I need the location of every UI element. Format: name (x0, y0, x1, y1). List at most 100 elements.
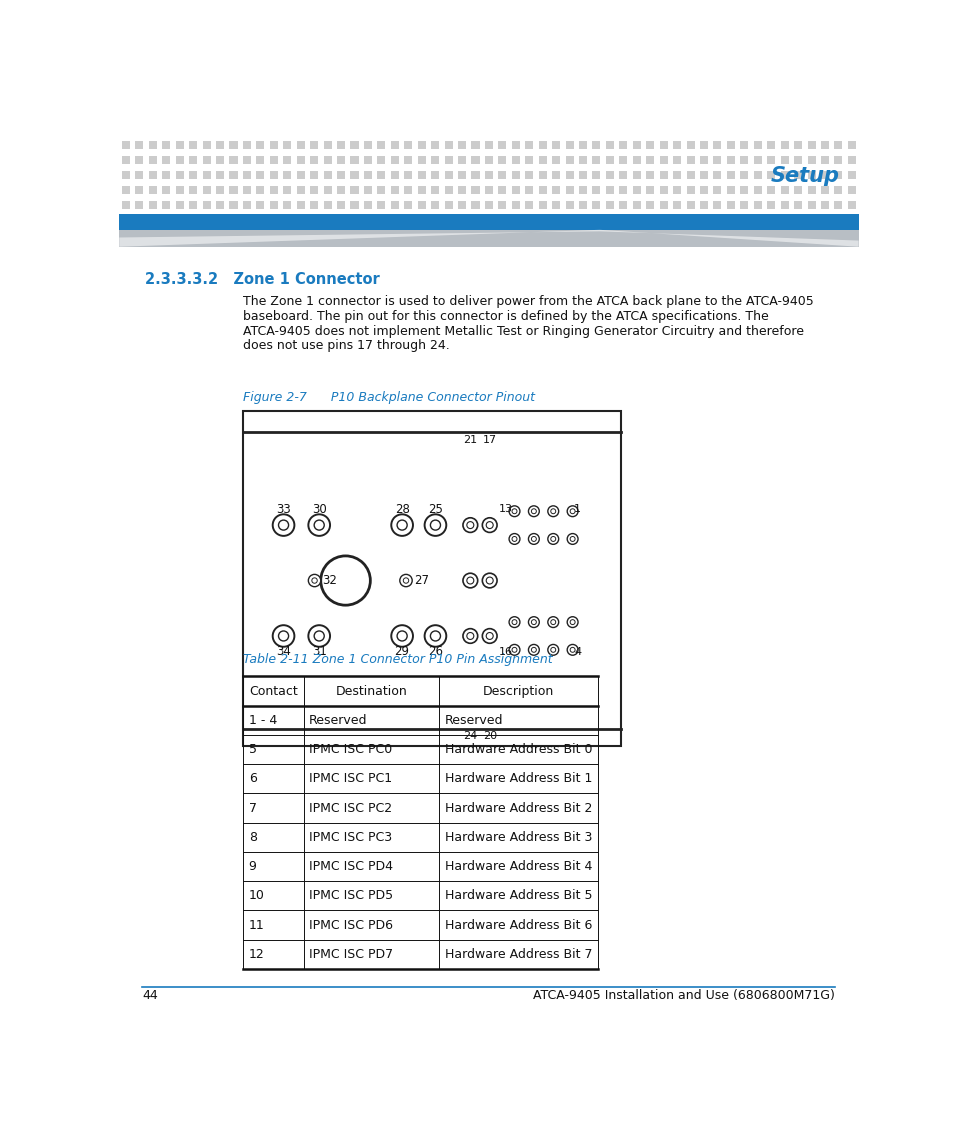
Bar (296, 156, 304, 164)
Bar (310, 141, 318, 149)
Bar (673, 141, 680, 149)
Text: IPMC ISC PD4: IPMC ISC PD4 (309, 860, 393, 874)
Text: 34: 34 (275, 645, 291, 658)
Circle shape (424, 514, 446, 536)
Bar (310, 187, 318, 195)
Bar (726, 156, 734, 164)
Bar (202, 171, 211, 179)
Bar (821, 187, 828, 195)
Bar (189, 202, 197, 210)
Bar (122, 187, 130, 195)
Circle shape (528, 645, 538, 655)
Circle shape (462, 629, 477, 643)
Bar (806, 187, 815, 195)
Text: 44: 44 (142, 989, 158, 1003)
Bar (511, 202, 519, 210)
Bar (391, 141, 398, 149)
Bar (592, 171, 599, 179)
Bar (404, 187, 412, 195)
Bar (323, 141, 332, 149)
Bar (189, 171, 197, 179)
Bar (417, 171, 425, 179)
Bar (847, 156, 855, 164)
Bar (230, 141, 237, 149)
Circle shape (278, 631, 289, 641)
Bar (323, 202, 332, 210)
Bar (618, 202, 627, 210)
Bar (700, 141, 707, 149)
Bar (686, 141, 694, 149)
Text: IPMC ISC PC2: IPMC ISC PC2 (309, 802, 392, 814)
Bar (753, 156, 761, 164)
Circle shape (567, 506, 578, 516)
Bar (497, 141, 506, 149)
Bar (834, 171, 841, 179)
Bar (350, 141, 358, 149)
Bar (149, 202, 156, 210)
Circle shape (462, 574, 477, 587)
Text: 11: 11 (249, 918, 264, 932)
Bar (283, 202, 291, 210)
Circle shape (482, 518, 497, 532)
Circle shape (570, 647, 575, 653)
Bar (740, 187, 747, 195)
Circle shape (547, 645, 558, 655)
Bar (538, 156, 546, 164)
Bar (740, 171, 747, 179)
Circle shape (466, 522, 474, 529)
Circle shape (486, 632, 493, 639)
Bar (215, 156, 224, 164)
Text: 21: 21 (463, 435, 476, 445)
Bar (511, 171, 519, 179)
Text: Hardware Address Bit 4: Hardware Address Bit 4 (444, 860, 592, 874)
Bar (270, 202, 277, 210)
Bar (713, 141, 720, 149)
Bar (740, 141, 747, 149)
Circle shape (278, 520, 289, 530)
Bar (230, 171, 237, 179)
Bar (780, 171, 788, 179)
Bar (391, 202, 398, 210)
Bar (592, 156, 599, 164)
Bar (497, 202, 506, 210)
Bar (632, 156, 640, 164)
Bar (578, 141, 586, 149)
Bar (552, 141, 559, 149)
Circle shape (391, 514, 413, 536)
Bar (122, 171, 130, 179)
Circle shape (308, 625, 330, 647)
Bar (713, 202, 720, 210)
Bar (444, 156, 452, 164)
Bar (565, 156, 573, 164)
Bar (673, 171, 680, 179)
Circle shape (399, 575, 412, 586)
Bar (243, 141, 251, 149)
Bar (552, 202, 559, 210)
Bar (404, 202, 412, 210)
Bar (511, 156, 519, 164)
Bar (149, 141, 156, 149)
Bar (618, 187, 627, 195)
Circle shape (531, 619, 536, 624)
Circle shape (396, 631, 407, 641)
Bar (645, 171, 654, 179)
Bar (700, 171, 707, 179)
Bar (592, 141, 599, 149)
Bar (202, 156, 211, 164)
Bar (149, 187, 156, 195)
Circle shape (308, 575, 320, 586)
Bar (363, 156, 372, 164)
Bar (202, 187, 211, 195)
Bar (632, 141, 640, 149)
Bar (417, 187, 425, 195)
Bar (243, 156, 251, 164)
Circle shape (466, 577, 474, 584)
Text: Setup: Setup (770, 166, 840, 185)
Bar (431, 141, 438, 149)
Bar (686, 156, 694, 164)
Text: baseboard. The pin out for this connector is defined by the ATCA specifications.: baseboard. The pin out for this connecto… (243, 310, 768, 323)
Bar (457, 202, 466, 210)
Text: 32: 32 (322, 574, 336, 587)
Bar (565, 171, 573, 179)
Bar (793, 202, 801, 210)
